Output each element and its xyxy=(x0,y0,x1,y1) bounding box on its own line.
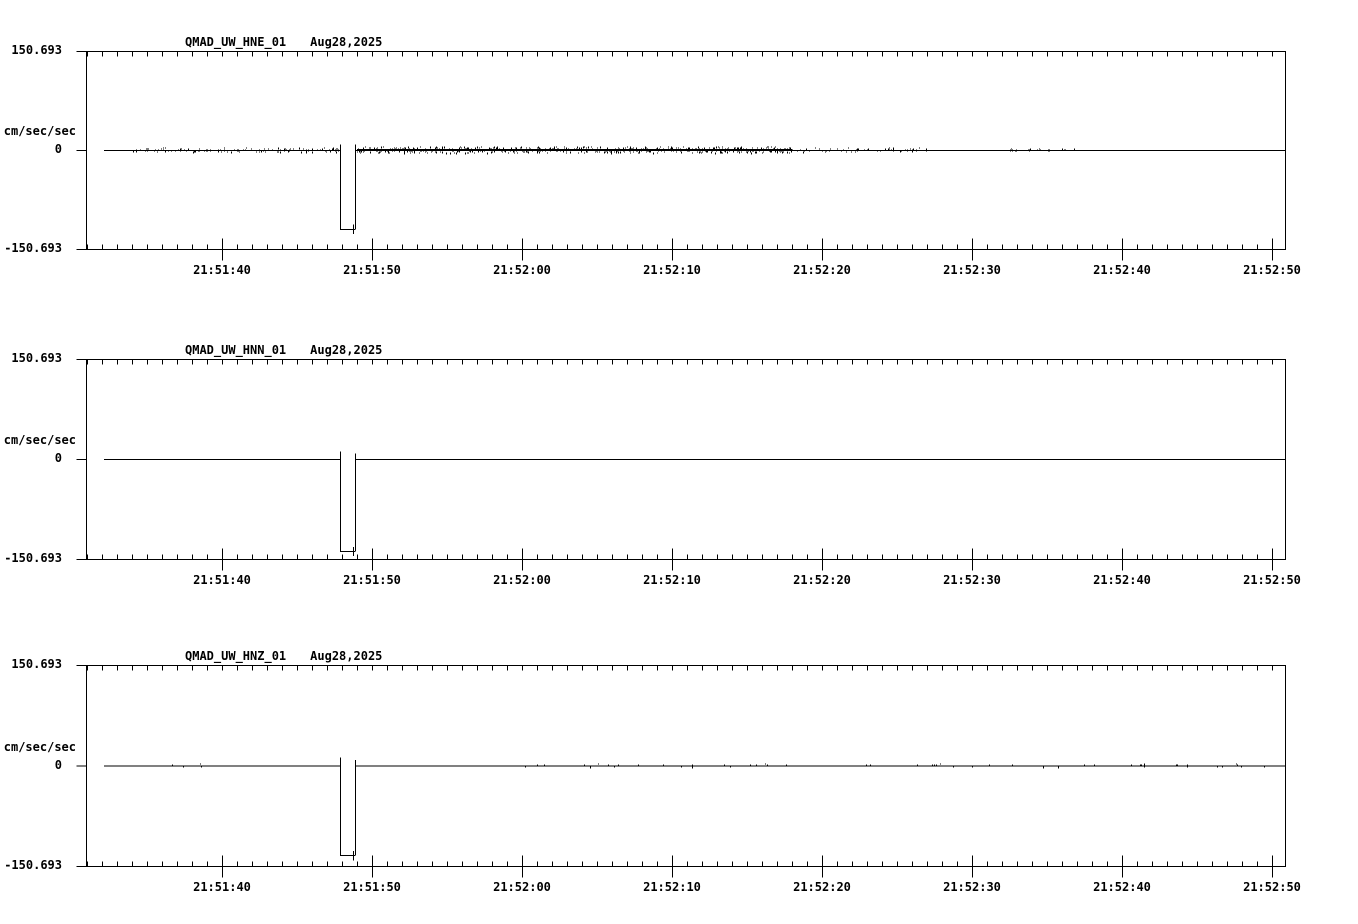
x-tick-label: 21:52:00 xyxy=(493,880,551,894)
y-axis-max-label: 150.693 xyxy=(11,43,62,57)
y-axis-min-label: -150.693 xyxy=(4,241,62,255)
y-axis-zero-label: 0 xyxy=(54,757,62,772)
x-tick-label: 21:52:40 xyxy=(1093,880,1151,894)
x-tick-label: 21:52:30 xyxy=(943,263,1001,277)
panel-title: QMAD_UW_HNE_01 Aug28,2025 xyxy=(185,35,382,50)
station-channel-label: QMAD_UW_HNN_01 xyxy=(185,343,287,357)
x-tick-label: 21:52:20 xyxy=(793,880,851,894)
waveform-plot xyxy=(76,359,1286,571)
y-axis-max-label: 150.693 xyxy=(11,657,62,671)
date-label: Aug28,2025 xyxy=(310,35,383,49)
x-tick-label: 21:52:20 xyxy=(793,573,851,587)
y-axis-units-label: cm/sec/sec xyxy=(3,433,76,447)
x-tick-label: 21:52:40 xyxy=(1093,573,1151,587)
x-tick-label: 21:51:50 xyxy=(343,573,401,587)
y-axis-units-label: cm/sec/sec xyxy=(3,739,76,754)
x-tick-label: 21:51:40 xyxy=(193,263,251,277)
x-tick-label: 21:52:10 xyxy=(643,880,701,894)
x-tick-label: 21:52:30 xyxy=(943,573,1001,587)
y-axis-max-label: 150.693 xyxy=(11,351,62,365)
y-axis-zero-label: 0 xyxy=(54,451,62,465)
panel-title: QMAD_UW_HNZ_01 Aug28,2025 xyxy=(185,649,382,664)
y-axis-min-label: -150.693 xyxy=(4,858,62,872)
waveform-plot xyxy=(76,665,1286,878)
date-label: Aug28,2025 xyxy=(310,649,383,663)
x-tick-label: 21:52:50 xyxy=(1243,263,1301,277)
x-tick-label: 21:52:10 xyxy=(643,573,701,587)
x-tick-label: 21:52:00 xyxy=(493,263,551,277)
x-tick-label: 21:51:50 xyxy=(343,880,401,894)
y-axis-units-label: cm/sec/sec xyxy=(3,124,76,138)
x-tick-label: 21:52:50 xyxy=(1243,880,1301,894)
x-tick-label: 21:52:50 xyxy=(1243,573,1301,587)
station-channel-label: QMAD_UW_HNE_01 xyxy=(185,35,287,49)
station-channel-label: QMAD_UW_HNZ_01 xyxy=(185,649,287,663)
x-tick-label: 21:51:40 xyxy=(193,573,251,587)
x-tick-label: 21:52:10 xyxy=(643,263,701,277)
x-tick-label: 21:52:40 xyxy=(1093,263,1151,277)
y-axis-min-label: -150.693 xyxy=(4,551,62,565)
x-tick-label: 21:52:00 xyxy=(493,573,551,587)
x-tick-label: 21:51:50 xyxy=(343,263,401,277)
panel-title: QMAD_UW_HNN_01 Aug28,2025 xyxy=(185,343,382,358)
x-tick-label: 21:52:20 xyxy=(793,263,851,277)
y-axis-zero-label: 0 xyxy=(54,142,62,156)
waveform-plot xyxy=(76,51,1286,261)
date-label: Aug28,2025 xyxy=(310,343,383,357)
x-tick-label: 21:52:30 xyxy=(943,880,1001,894)
x-tick-label: 21:51:40 xyxy=(193,880,251,894)
